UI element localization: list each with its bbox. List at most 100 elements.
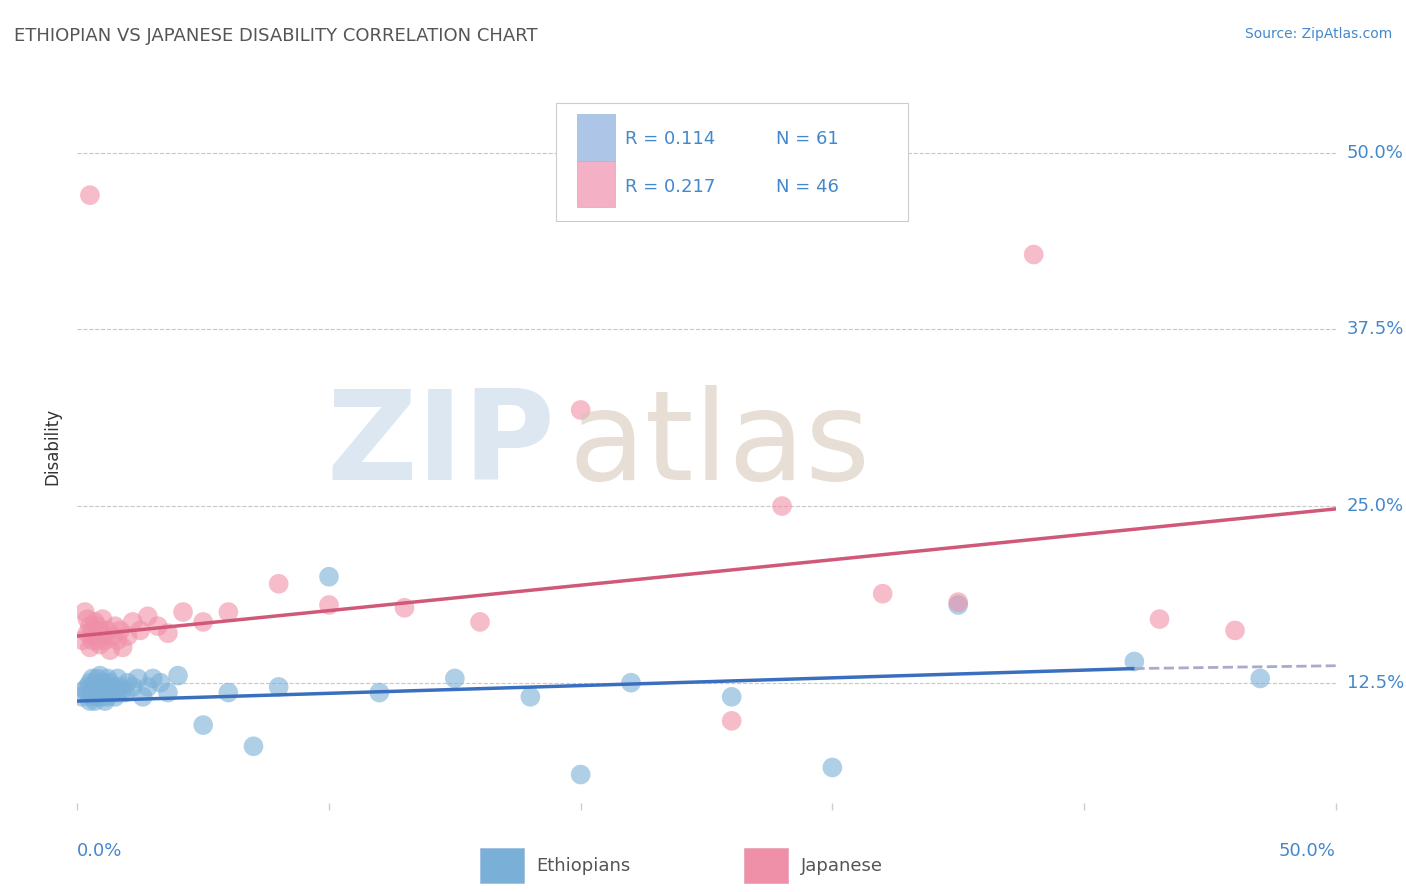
Point [96, 672, 118, 686]
Point [136, 609, 159, 624]
Point [108, 680, 131, 694]
Point [104, 682, 127, 697]
Text: 37.5%: 37.5% [1347, 320, 1405, 338]
Point [368, 685, 391, 699]
Point [117, 629, 139, 643]
Point [1022, 247, 1045, 261]
Text: Source: ZipAtlas.com: Source: ZipAtlas.com [1244, 27, 1392, 41]
Text: 12.5%: 12.5% [1347, 673, 1405, 691]
Point [101, 629, 124, 643]
Point [136, 680, 159, 694]
Point [167, 668, 190, 682]
Point [101, 680, 124, 694]
Text: R = 0.114: R = 0.114 [624, 130, 716, 148]
Point [107, 685, 129, 699]
Point [86, 685, 108, 699]
Text: N = 61: N = 61 [776, 130, 838, 148]
Text: R = 0.217: R = 0.217 [624, 178, 716, 196]
Point [82, 633, 104, 648]
Point [91, 675, 114, 690]
Point [86, 672, 108, 686]
Point [720, 714, 742, 728]
Point [1223, 624, 1246, 638]
Text: N = 46: N = 46 [776, 178, 838, 196]
FancyBboxPatch shape [555, 103, 908, 221]
Point [114, 685, 136, 699]
Point [82, 672, 104, 686]
Point [76, 685, 98, 699]
Point [217, 685, 239, 699]
Point [872, 587, 894, 601]
Point [84, 675, 107, 690]
Point [96, 690, 118, 704]
Point [142, 672, 165, 686]
Point [89, 624, 111, 638]
Text: ETHIOPIAN VS JAPANESE DISABILITY CORRELATION CHART: ETHIOPIAN VS JAPANESE DISABILITY CORRELA… [14, 27, 537, 45]
Point [394, 600, 416, 615]
Point [76, 626, 98, 640]
Point [94, 680, 117, 694]
Text: 50.0%: 50.0% [1279, 842, 1336, 860]
Point [770, 499, 793, 513]
Text: 25.0%: 25.0% [1347, 497, 1405, 515]
Point [91, 629, 114, 643]
Point [98, 675, 121, 690]
Point [121, 680, 143, 694]
Point [101, 685, 124, 699]
Point [569, 767, 592, 781]
Point [172, 605, 194, 619]
Text: 50.0%: 50.0% [1347, 144, 1403, 161]
Y-axis label: Disability: Disability [44, 408, 62, 484]
Point [242, 739, 264, 754]
Point [91, 612, 114, 626]
Point [267, 576, 290, 591]
Point [98, 643, 121, 657]
Point [267, 680, 290, 694]
Point [1249, 672, 1271, 686]
Point [76, 612, 98, 626]
Point [82, 690, 104, 704]
Point [821, 760, 844, 774]
Point [129, 624, 152, 638]
Point [1123, 655, 1146, 669]
Point [318, 598, 340, 612]
Point [91, 685, 114, 699]
Point [79, 675, 101, 690]
Point [156, 685, 179, 699]
Point [96, 685, 118, 699]
FancyBboxPatch shape [744, 847, 789, 883]
Point [146, 619, 169, 633]
Point [1149, 612, 1171, 626]
Point [444, 672, 467, 686]
Point [84, 629, 107, 643]
Point [948, 595, 970, 609]
Point [84, 615, 107, 629]
Point [156, 626, 179, 640]
Text: atlas: atlas [568, 385, 870, 507]
Point [132, 690, 155, 704]
Point [519, 690, 541, 704]
Point [73, 682, 96, 697]
Point [191, 615, 215, 629]
Point [217, 605, 239, 619]
Point [117, 675, 139, 690]
Point [111, 682, 134, 697]
Point [86, 690, 108, 704]
Point [104, 619, 127, 633]
Point [72, 690, 94, 704]
Point [86, 619, 108, 633]
Point [91, 690, 114, 704]
Point [108, 624, 131, 638]
Point [98, 682, 121, 697]
Text: Japanese: Japanese [801, 856, 883, 874]
Point [121, 615, 143, 629]
Point [89, 638, 111, 652]
Point [191, 718, 215, 732]
Point [89, 685, 111, 699]
Point [107, 672, 129, 686]
Point [620, 675, 643, 690]
Point [948, 598, 970, 612]
Point [468, 615, 491, 629]
Point [79, 694, 101, 708]
FancyBboxPatch shape [576, 161, 614, 207]
